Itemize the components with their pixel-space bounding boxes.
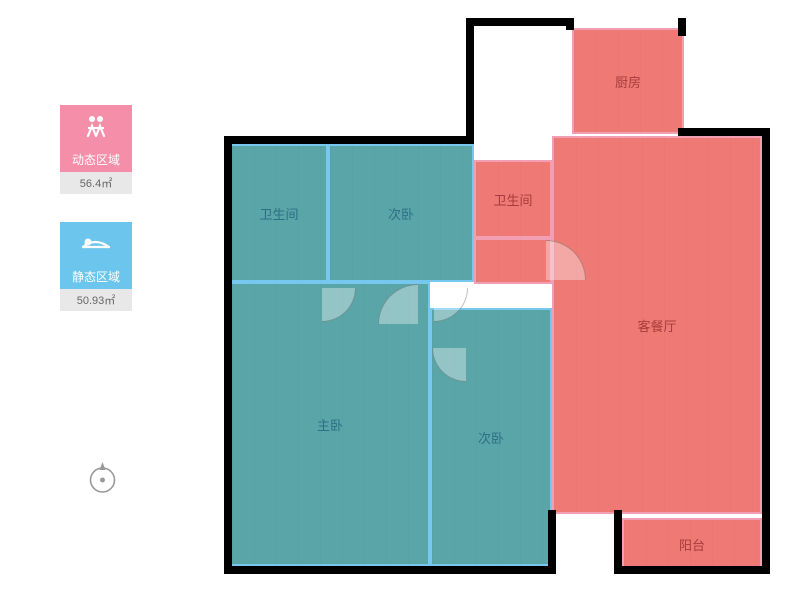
room-bed2a: 次卧 (328, 144, 474, 282)
room-balcony: 阳台 (622, 518, 762, 570)
legend-static: 静态区域 50.93㎡ (60, 222, 132, 311)
room-label-bath2: 卫生间 (493, 190, 532, 209)
room-label-master: 主卧 (317, 415, 343, 434)
room-kitchen: 厨房 (572, 28, 684, 134)
wall-segment-8 (616, 566, 770, 574)
room-label-bed2b: 次卧 (478, 428, 504, 447)
legend-dynamic-value: 56.4㎡ (60, 172, 132, 194)
wall-segment-3 (466, 18, 572, 26)
wood-texture (476, 240, 550, 282)
floorplan: 厨房卫生间客餐厅阳台卫生间次卧主卧次卧 (218, 18, 778, 582)
sleep-icon (60, 222, 132, 264)
wall-segment-5 (678, 18, 686, 36)
wall-segment-0 (224, 136, 232, 572)
legend-panel: 动态区域 56.4㎡ 静态区域 50.93㎡ (60, 105, 132, 339)
people-icon-svg (82, 114, 110, 138)
wall-segment-2 (466, 18, 474, 144)
wall-segment-9 (224, 566, 556, 574)
room-label-living: 客餐厅 (637, 316, 676, 335)
room-hallway (474, 238, 552, 284)
people-icon (60, 105, 132, 147)
room-bath2: 卫生间 (474, 160, 552, 238)
wall-segment-7 (762, 128, 770, 574)
room-master: 主卧 (230, 282, 430, 566)
sleep-icon-svg (81, 233, 111, 253)
legend-dynamic: 动态区域 56.4㎡ (60, 105, 132, 194)
room-label-kitchen: 厨房 (615, 72, 641, 91)
room-bath1: 卫生间 (230, 144, 328, 282)
room-bed2b: 次卧 (430, 308, 552, 566)
wall-segment-11 (614, 510, 622, 574)
room-living: 客餐厅 (552, 136, 762, 514)
wall-segment-1 (224, 136, 474, 144)
legend-static-value: 50.93㎡ (60, 289, 132, 311)
wall-segment-6 (678, 128, 770, 136)
legend-dynamic-label: 动态区域 (60, 147, 132, 172)
legend-static-label: 静态区域 (60, 264, 132, 289)
wall-segment-4 (566, 18, 574, 30)
room-label-balcony: 阳台 (679, 535, 705, 554)
wall-segment-10 (548, 510, 556, 574)
room-label-bed2a: 次卧 (388, 204, 414, 223)
compass-icon (85, 460, 120, 495)
room-label-bath1: 卫生间 (259, 204, 298, 223)
